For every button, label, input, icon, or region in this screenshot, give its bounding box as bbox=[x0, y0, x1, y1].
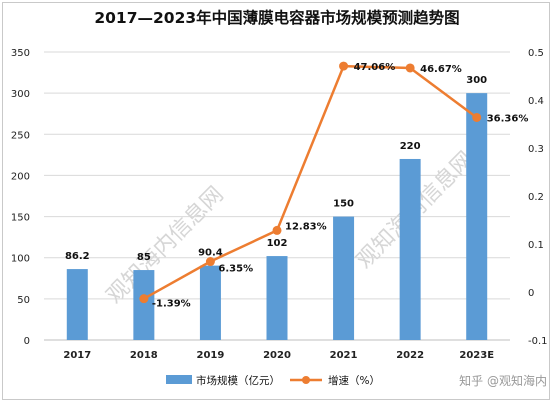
x-axis-tick: 2020 bbox=[263, 350, 291, 361]
growth-value-label: 6.35% bbox=[218, 264, 253, 275]
growth-point-2020 bbox=[272, 225, 282, 235]
left-axis-tick: 250 bbox=[11, 130, 30, 141]
chart-title: 2017—2023年中国薄膜电容器市场规模预测趋势图 bbox=[94, 9, 460, 27]
right-axis-tick: 0 bbox=[528, 288, 534, 299]
bar-value-label: 90.4 bbox=[198, 248, 223, 259]
bar-value-label: 300 bbox=[466, 75, 487, 86]
growth-value-label: -1.39% bbox=[152, 299, 191, 310]
bar-value-label: 150 bbox=[333, 199, 354, 210]
right-axis-tick: 0.4 bbox=[528, 96, 544, 107]
right-axis-tick: -0.1 bbox=[528, 336, 548, 347]
bar-2017 bbox=[66, 269, 88, 340]
bar-value-label: 86.2 bbox=[65, 251, 90, 262]
left-axis-tick: 300 bbox=[11, 89, 30, 100]
growth-line bbox=[143, 64, 478, 300]
x-axis-tick: 2021 bbox=[330, 350, 358, 361]
growth-point-2018 bbox=[139, 294, 149, 304]
bar-value-label: 220 bbox=[400, 141, 421, 152]
legend-bar-swatch bbox=[166, 375, 192, 384]
bar-value-label: 102 bbox=[267, 238, 288, 249]
growth-value-label: 12.83% bbox=[285, 221, 327, 232]
growth-point-2021 bbox=[339, 61, 349, 71]
left-axis-tick: 350 bbox=[11, 48, 30, 59]
x-axis-tick: 2022 bbox=[396, 350, 424, 361]
chart-border bbox=[2, 2, 550, 400]
bar-2022 bbox=[399, 158, 421, 340]
bar-value-label: 85 bbox=[137, 252, 151, 263]
left-axis-tick: 50 bbox=[17, 295, 30, 306]
right-axis-tick: 0.3 bbox=[528, 144, 544, 155]
right-axis-tick: 0.2 bbox=[528, 192, 544, 203]
bar-2020 bbox=[266, 256, 288, 340]
bar-2021 bbox=[333, 216, 355, 340]
legend-line-marker bbox=[302, 376, 310, 384]
growth-point-2023E bbox=[472, 112, 482, 122]
growth-point-2019 bbox=[205, 257, 215, 267]
growth-value-label: 47.06% bbox=[354, 62, 396, 73]
left-axis-tick: 100 bbox=[11, 254, 30, 265]
x-axis-tick: 2017 bbox=[63, 350, 91, 361]
x-axis-tick: 2019 bbox=[197, 350, 225, 361]
x-axis-tick: 2018 bbox=[130, 350, 158, 361]
growth-value-label: 46.67% bbox=[420, 64, 462, 75]
bar-2018 bbox=[133, 270, 155, 340]
left-axis-tick: 0 bbox=[24, 336, 30, 347]
left-axis-tick: 150 bbox=[11, 213, 30, 224]
right-axis-tick: 0.1 bbox=[528, 240, 544, 251]
growth-value-label: 36.36% bbox=[487, 113, 529, 124]
corner-watermark: 知乎 @观知海内 bbox=[459, 373, 547, 388]
bar-2019 bbox=[199, 265, 221, 340]
growth-point-2022 bbox=[405, 63, 415, 73]
legend-line-label: 增速（%） bbox=[328, 374, 380, 387]
bar-2023E bbox=[466, 93, 488, 341]
legend-bar-label: 市场规模（亿元） bbox=[196, 374, 280, 387]
x-axis-tick: 2023E bbox=[459, 350, 494, 361]
left-axis-tick: 200 bbox=[11, 171, 30, 182]
right-axis-tick: 0.5 bbox=[528, 48, 544, 59]
